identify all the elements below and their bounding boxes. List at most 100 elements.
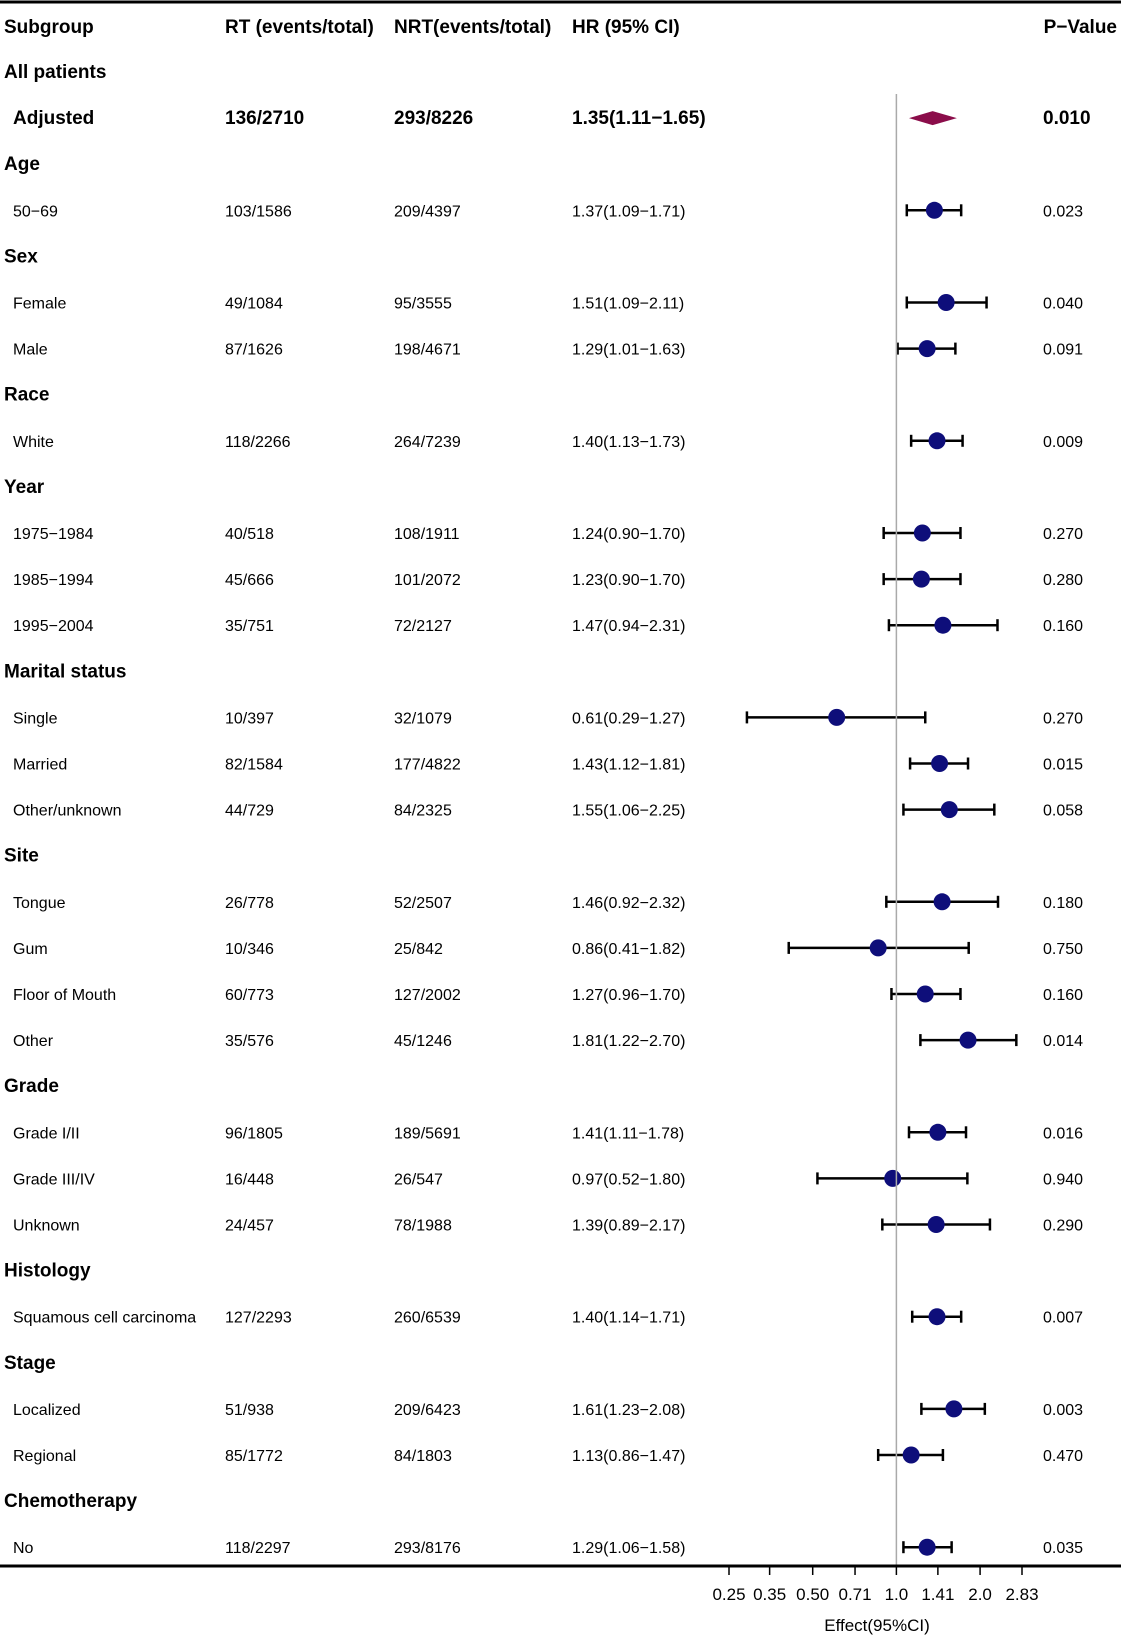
rt-events: 40/518	[225, 526, 274, 543]
rt-events: 85/1772	[225, 1448, 283, 1465]
group-label: Age	[4, 154, 40, 175]
x-tick-label: 1.41	[921, 1585, 954, 1604]
p-value: 0.003	[1043, 1402, 1083, 1419]
nrt-events: 78/1988	[394, 1218, 452, 1235]
row-label: Male	[13, 342, 48, 359]
nrt-events: 264/7239	[394, 434, 461, 451]
nrt-events: 26/547	[394, 1171, 443, 1188]
hr-point	[929, 1123, 947, 1141]
row-label: 1975−1984	[13, 526, 94, 543]
nrt-events: 293/8176	[394, 1540, 461, 1557]
hr-point	[928, 432, 946, 450]
hr-ci-text: 1.55(1.06−2.25)	[572, 803, 685, 820]
hr-point	[902, 1446, 920, 1464]
nrt-events: 127/2002	[394, 987, 461, 1004]
hr-point	[912, 570, 930, 588]
p-value: 0.058	[1043, 803, 1083, 820]
nrt-events: 32/1079	[394, 710, 452, 727]
x-tick-label: 0.25	[712, 1585, 745, 1604]
rt-events: 51/938	[225, 1402, 274, 1419]
hr-point	[940, 801, 958, 819]
x-tick-label: 2.0	[968, 1585, 992, 1604]
hr-ci-text: 1.23(0.90−1.70)	[572, 572, 685, 589]
header-hr: HR (95% CI)	[572, 17, 680, 38]
header-subgroup: Subgroup	[4, 17, 94, 38]
hr-ci-text: 1.40(1.14−1.71)	[572, 1310, 685, 1327]
hr-point	[884, 1169, 902, 1187]
group-label: Histology	[4, 1261, 91, 1282]
x-tick-label: 0.50	[796, 1585, 829, 1604]
nrt-events: 95/3555	[394, 296, 452, 313]
hr-point	[928, 1308, 946, 1326]
rt-events: 16/448	[225, 1171, 274, 1188]
p-value: 0.010	[1043, 108, 1091, 129]
hr-point	[918, 1538, 936, 1556]
hr-point	[869, 939, 887, 957]
rows-layer: All patients Adjusted 136/2710 293/8226 1.35…	[4, 62, 1091, 1557]
nrt-events: 209/6423	[394, 1402, 461, 1419]
p-value: 0.180	[1043, 895, 1083, 912]
hr-ci-text: 1.37(1.09−1.71)	[572, 203, 685, 220]
row-label: Tongue	[13, 895, 66, 912]
nrt-events: 260/6539	[394, 1310, 461, 1327]
nrt-events: 84/1803	[394, 1448, 452, 1465]
hr-ci-text: 1.41(1.11−1.78)	[572, 1125, 684, 1142]
x-axis-label: Effect(95%CI)	[824, 1616, 930, 1635]
hr-point	[925, 201, 943, 219]
hr-point	[933, 893, 951, 911]
row-label: Unknown	[13, 1218, 80, 1235]
rt-events: 24/457	[225, 1218, 274, 1235]
x-tick-label: 0.35	[753, 1585, 786, 1604]
hr-ci-text: 0.86(0.41−1.82)	[572, 941, 685, 958]
group-label: Year	[4, 477, 45, 498]
hr-ci-text: 1.29(1.01−1.63)	[572, 342, 685, 359]
row-label: Other/unknown	[13, 803, 122, 820]
p-value: 0.280	[1043, 572, 1083, 589]
summary-diamond	[908, 111, 957, 126]
p-value: 0.470	[1043, 1448, 1083, 1465]
group-label: Race	[4, 385, 49, 406]
nrt-events: 52/2507	[394, 895, 452, 912]
rt-events: 103/1586	[225, 203, 292, 220]
header-nrt: NRT(events/total)	[394, 17, 551, 38]
nrt-events: 84/2325	[394, 803, 452, 820]
p-value: 0.290	[1043, 1218, 1083, 1235]
hr-ci-text: 1.40(1.13−1.73)	[572, 434, 685, 451]
rt-events: 45/666	[225, 572, 274, 589]
hr-ci-text: 0.97(0.52−1.80)	[572, 1171, 685, 1188]
row-label: Floor of Mouth	[13, 987, 116, 1004]
group-label: All patients	[4, 62, 106, 83]
group-label: Site	[4, 846, 39, 867]
hr-point	[927, 1216, 945, 1233]
hr-point	[931, 755, 949, 772]
p-value: 0.091	[1043, 342, 1083, 359]
row-label: No	[13, 1540, 34, 1557]
x-tick-label: 0.71	[838, 1585, 871, 1604]
rt-events: 10/397	[225, 710, 274, 727]
rt-events: 10/346	[225, 941, 274, 958]
nrt-events: 177/4822	[394, 757, 461, 774]
hr-ci-text: 1.27(0.96−1.70)	[572, 987, 685, 1004]
hr-ci-text: 1.46(0.92−2.32)	[572, 895, 685, 912]
hr-point	[916, 985, 934, 1003]
group-label: Sex	[4, 246, 38, 267]
row-label: 50−69	[13, 203, 58, 220]
rt-events: 136/2710	[225, 108, 304, 129]
hr-point	[918, 340, 936, 358]
rt-events: 35/576	[225, 1033, 274, 1050]
nrt-events: 25/842	[394, 941, 443, 958]
row-label: Other	[13, 1033, 54, 1050]
row-label: Squamous cell carcinoma	[13, 1310, 196, 1327]
rt-events: 87/1626	[225, 342, 283, 359]
hr-point	[934, 616, 952, 634]
p-value: 0.160	[1043, 987, 1083, 1004]
row-label: White	[13, 434, 54, 451]
hr-ci-text: 1.39(0.89−2.17)	[572, 1218, 685, 1235]
p-value: 0.270	[1043, 710, 1083, 727]
row-label: Localized	[13, 1402, 81, 1419]
rt-events: 118/2297	[225, 1540, 291, 1557]
rt-events: 118/2266	[225, 434, 291, 451]
hr-ci-text: 1.47(0.94−2.31)	[572, 618, 685, 635]
p-value: 0.270	[1043, 526, 1083, 543]
rt-events: 60/773	[225, 987, 274, 1004]
